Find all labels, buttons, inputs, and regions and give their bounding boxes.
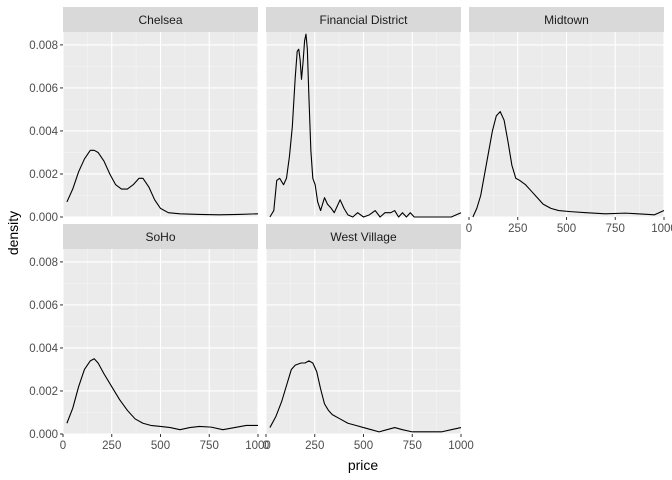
x-tick-label: 750 [200, 440, 219, 452]
x-tick-label: 1000 [448, 440, 474, 452]
facet-panel: Midtown 0 250 500 750 1000 [466, 7, 672, 235]
y-tick-label: 0.008 [29, 40, 58, 52]
x-tick-label: 0 [466, 223, 472, 235]
density-line [66, 358, 258, 431]
x-tick-label: 250 [102, 440, 121, 452]
facet-panel: West Village 0 250 500 750 1000 [263, 224, 474, 452]
x-axis-title: price [348, 457, 379, 473]
x-tick-label: 500 [151, 440, 170, 452]
facet-strip [63, 224, 258, 249]
y-tick-label: 0.004 [29, 343, 58, 355]
x-tick-label: 750 [606, 223, 625, 235]
x-tick-label: 500 [354, 440, 373, 452]
facet-strip-label: Chelsea [138, 13, 182, 27]
y-tick-label: 0.006 [29, 83, 58, 95]
x-tick-label: 250 [305, 440, 324, 452]
density-line [66, 149, 259, 216]
x-tick-label: 1000 [651, 223, 672, 235]
y-axis-title: density [5, 211, 21, 255]
y-tick-label: 0.000 [29, 212, 58, 224]
x-tick-label: 250 [508, 223, 527, 235]
density-line [269, 33, 462, 218]
facet-strip-label: SoHo [145, 230, 175, 244]
y-tick-label: 0.004 [29, 126, 58, 138]
density-line [269, 360, 462, 433]
facet-strip-label: Financial District [319, 13, 408, 27]
facet-panel: SoHo 0 250 500 750 1000 0.000 0.002 0.004 0.006 0.… [29, 224, 271, 452]
facet-strip [63, 7, 258, 32]
facet-strip-label: Midtown [544, 13, 589, 27]
facet-strip [266, 7, 461, 32]
x-tick-label: 0 [60, 440, 66, 452]
x-tick-label: 500 [557, 223, 576, 235]
facet-panel: Financial District [265, 7, 462, 218]
x-tick-label: 0 [263, 440, 269, 452]
y-tick-label: 0.002 [29, 386, 58, 398]
facet-strip-label: West Village [330, 230, 397, 244]
x-tick-label: 750 [403, 440, 422, 452]
facet-strip [266, 224, 461, 249]
density-line [472, 111, 665, 218]
x-tick-label: 1000 [245, 440, 271, 452]
facet-panel: Chelsea 0.000 0.002 0.004 0.006 0.008 [29, 7, 259, 224]
y-tick-label: 0.008 [29, 257, 58, 269]
facet-strip [469, 7, 664, 32]
y-tick-label: 0.000 [29, 429, 58, 441]
y-tick-label: 0.002 [29, 169, 58, 181]
y-tick-label: 0.006 [29, 300, 58, 312]
facet-panels: Chelsea 0.000 0.002 0.004 0.006 0.008 Financia… [29, 7, 672, 452]
